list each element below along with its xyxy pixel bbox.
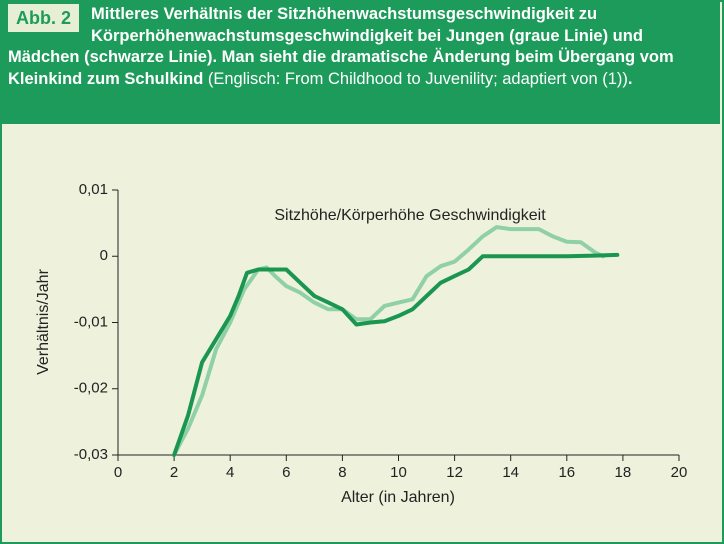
caption-normal: (Englisch: From Childhood to Juvenility;… [207, 69, 628, 88]
series-line [172, 252, 620, 457]
x-tick-label: 12 [446, 464, 463, 481]
x-tick-label: 0 [114, 464, 122, 481]
y-axis-label: Verhältnis/Jahr [35, 268, 52, 375]
x-tick-label: 14 [502, 464, 519, 481]
y-tick-label: -0,02 [74, 380, 108, 397]
caption-end: . [627, 69, 633, 88]
caption-bold: Mittleres Verhältnis der Sitzhöhenwachst… [8, 5, 674, 88]
x-tick-label: 6 [282, 464, 290, 481]
x-tick-label: 10 [390, 464, 407, 481]
figure-label: Abb. 2 [8, 4, 80, 32]
y-tick-label: 0,01 [79, 181, 108, 198]
y-tick-label: -0,03 [74, 446, 108, 463]
x-tick-label: 18 [615, 464, 632, 481]
y-tick-label: -0,01 [74, 313, 108, 330]
y-tick-label: 0 [100, 247, 108, 264]
annotation: Sitzhöhe/Körperhöhe Geschwindigkeit [274, 207, 546, 224]
x-axis-label: Alter (in Jahren) [341, 489, 455, 506]
x-tick-label: 16 [558, 464, 575, 481]
x-tick-label: 2 [170, 464, 178, 481]
x-tick-label: 20 [671, 464, 688, 481]
figure-header: Abb. 2 Mittleres Verhältnis der Sitzhöhen… [0, 0, 720, 124]
x-tick-label: 4 [226, 464, 234, 481]
x-tick-label: 8 [338, 464, 346, 481]
series-line [172, 225, 606, 457]
